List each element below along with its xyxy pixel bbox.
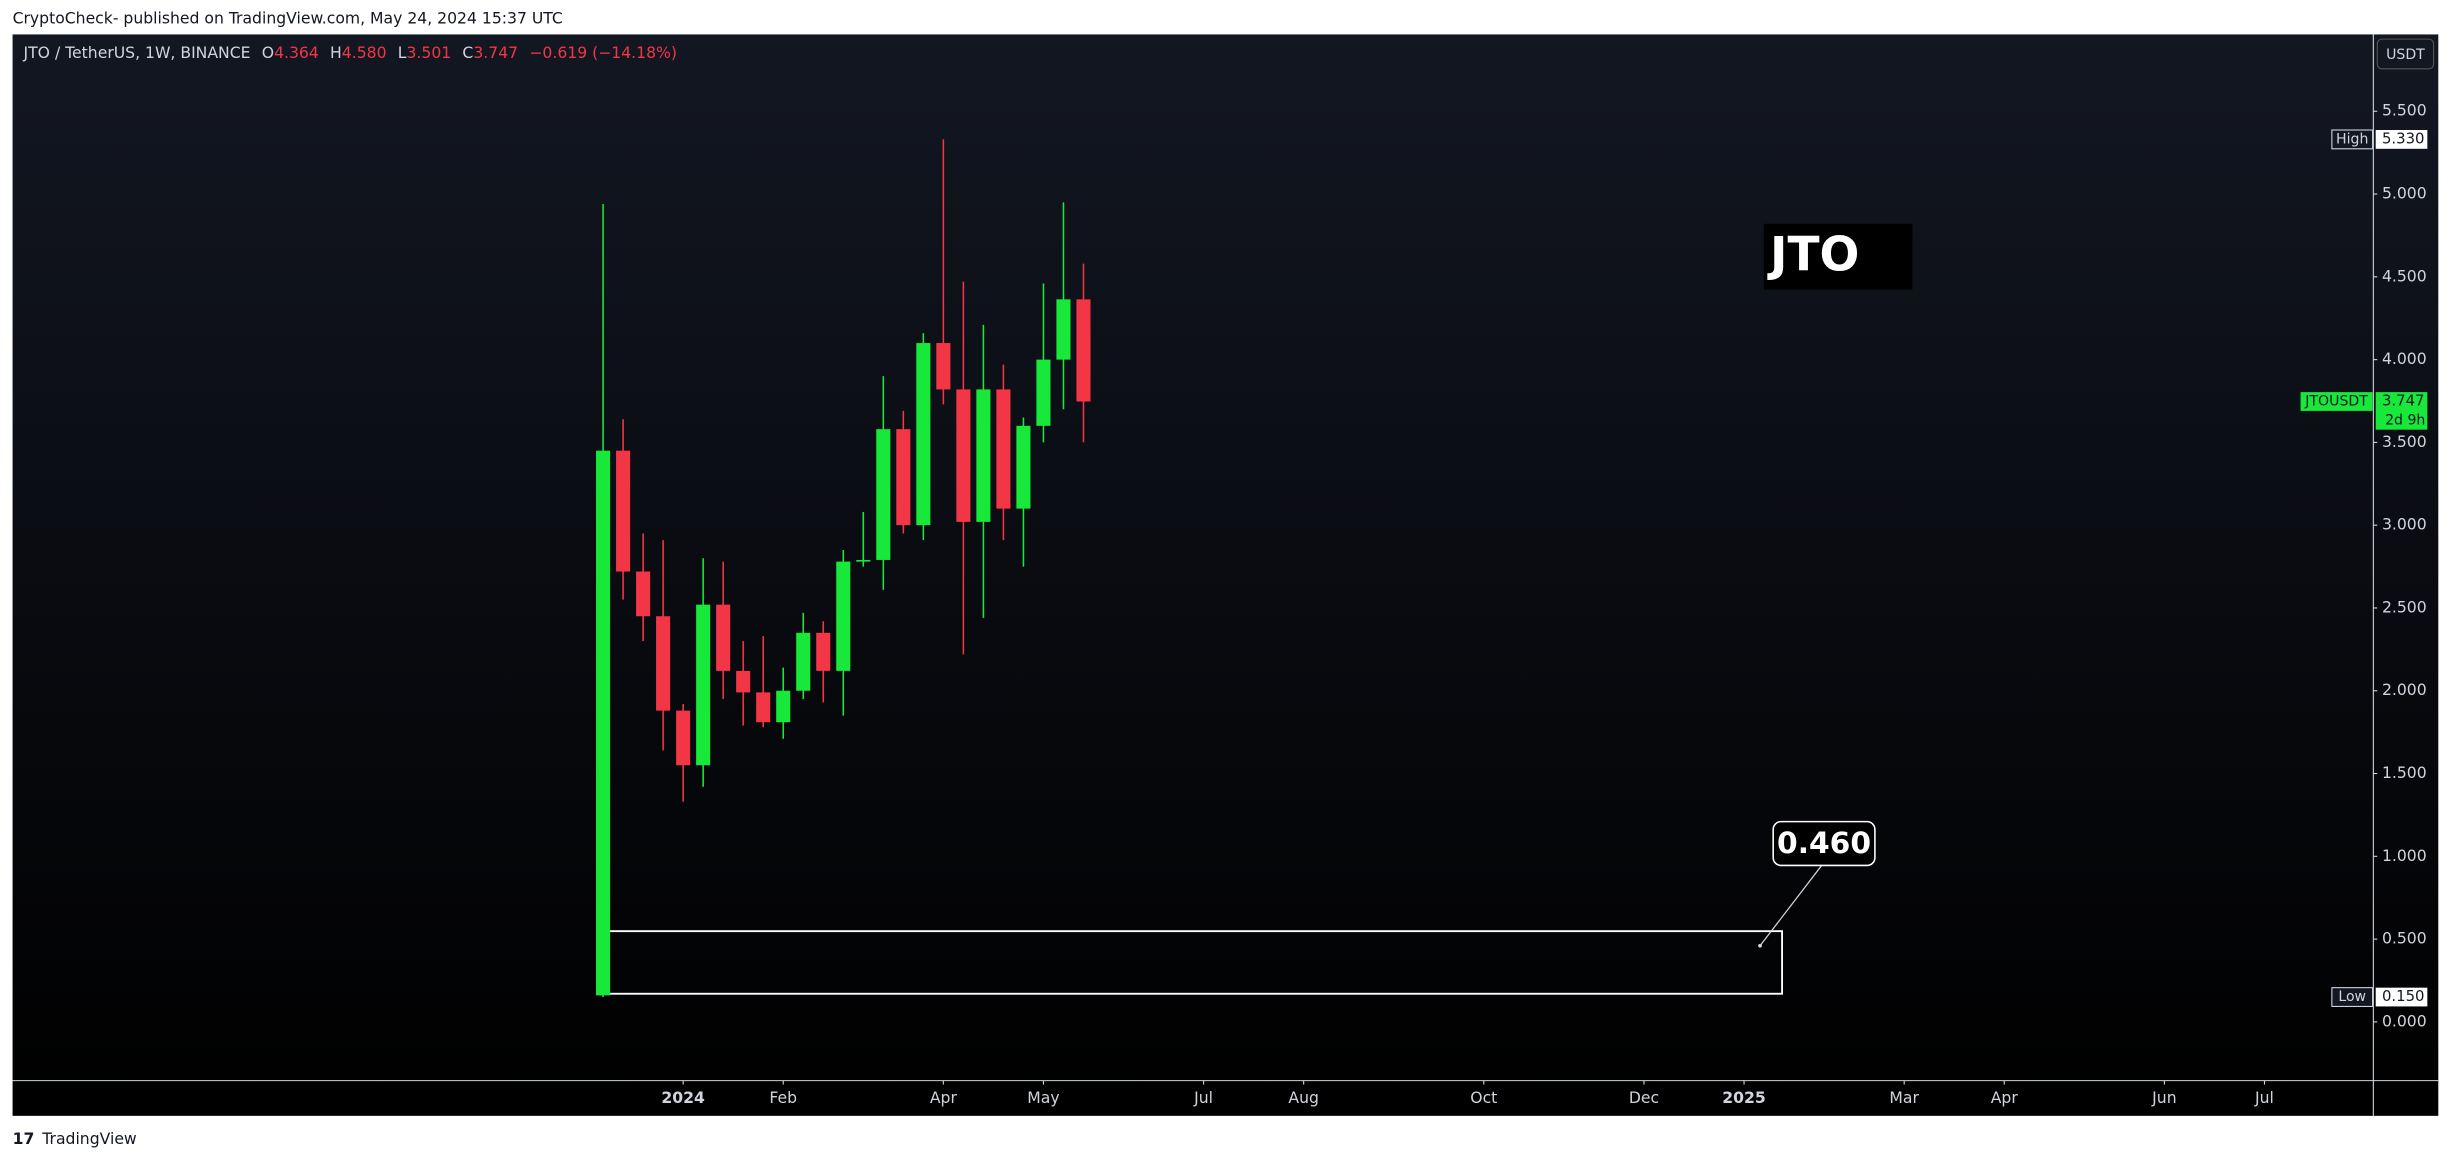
candle-body <box>856 559 871 562</box>
candle-body <box>636 571 651 617</box>
y-tick-label: 5.000 <box>2382 184 2427 203</box>
marker-value: 5.330 <box>2382 129 2425 147</box>
currency-button[interactable] <box>2376 38 2435 70</box>
candle-body <box>716 604 731 671</box>
legend-value: 4.580 <box>342 43 387 62</box>
marker-name-box <box>2331 987 2374 1007</box>
candle-body <box>1016 425 1031 509</box>
y-tick-label: 2.000 <box>2382 680 2427 699</box>
candle-body <box>1056 299 1071 360</box>
candle-body <box>1036 359 1051 426</box>
currency: USDT <box>2386 47 2425 63</box>
footer: TradingView <box>41 1129 137 1148</box>
marker-value: 0.150 <box>2382 987 2425 1005</box>
candle-body <box>956 389 971 522</box>
candle-body <box>876 429 891 560</box>
y-tick-label: 3.000 <box>2382 515 2427 534</box>
candle-body <box>676 710 691 766</box>
last-price-box <box>2375 392 2428 430</box>
callout-point <box>1758 943 1762 948</box>
candle-body <box>756 692 771 723</box>
callout-line <box>1759 865 1823 947</box>
marker-name: Low <box>2338 989 2366 1005</box>
last-price-name-box <box>2300 392 2373 411</box>
x-tick-label: Apr <box>930 1088 958 1107</box>
footer-logo: 17 <box>13 1129 35 1148</box>
legend-key: O <box>262 43 274 62</box>
x-tick-label: Dec <box>1629 1088 1659 1107</box>
candle-body <box>736 670 751 693</box>
x-tick-label: Mar <box>1889 1088 1919 1107</box>
callout-text: 0.460 <box>1777 826 1871 861</box>
x-tick-label: Oct <box>1470 1088 1497 1107</box>
legend-key: H <box>330 43 342 62</box>
legend: JTO / TetherUS, 1W, BINANCE O4.364 H4.58… <box>23 43 677 62</box>
marker-value-box <box>2375 130 2428 149</box>
candle-body <box>916 343 931 526</box>
marker-name: High <box>2336 131 2368 147</box>
y-tick-label: 2.500 <box>2382 597 2427 616</box>
candle-body <box>996 389 1011 509</box>
x-tick-label: 2024 <box>661 1088 705 1107</box>
header: CryptoCheck- published on TradingView.co… <box>13 8 563 27</box>
x-tick-label: Jun <box>2151 1088 2176 1107</box>
note-text: JTO <box>1767 228 1859 283</box>
callout-box <box>1772 820 1876 867</box>
legend-change: −0.619 (−14.18%) <box>529 43 677 62</box>
candle-body <box>896 429 911 526</box>
y-tick-label: 0.000 <box>2382 1011 2427 1030</box>
chart-bg <box>12 34 2439 1116</box>
legend-key: L <box>398 43 407 62</box>
y-tick-label: 4.500 <box>2382 266 2427 285</box>
x-tick-label: Feb <box>769 1088 797 1107</box>
candle-body <box>656 616 671 711</box>
legend-value: 3.501 <box>406 43 451 62</box>
candle-body <box>836 561 851 671</box>
legend-value: 4.364 <box>274 43 319 62</box>
y-tick-label: 3.500 <box>2382 432 2427 451</box>
y-tick-label: 5.500 <box>2382 101 2427 120</box>
legend-value: 3.747 <box>473 43 518 62</box>
x-tick-label: May <box>1027 1088 1059 1107</box>
legend-key: C <box>462 43 473 62</box>
x-tick-label: Aug <box>1288 1088 1319 1107</box>
legend-symbol: JTO / TetherUS, 1W, BINANCE <box>23 43 251 62</box>
y-tick-label: 1.000 <box>2382 846 2427 865</box>
y-tick-label: 1.500 <box>2382 763 2427 782</box>
candle-body <box>616 450 631 572</box>
candle-body <box>1076 299 1091 402</box>
x-tick-label: 2025 <box>1722 1088 1766 1107</box>
candle-body <box>936 343 951 390</box>
x-tick-label: Jul <box>2254 1088 2274 1107</box>
candle-body <box>816 632 831 671</box>
candle-body <box>776 690 791 723</box>
y-tick-label: 0.500 <box>2382 929 2427 948</box>
candle-body <box>596 450 611 996</box>
last-price-value: 3.747 <box>2382 391 2425 409</box>
note-box <box>1763 223 1913 290</box>
last-price-name: JTOUSDT <box>2304 393 2368 409</box>
candle-body <box>796 632 811 691</box>
marker-value-box <box>2375 987 2428 1007</box>
candle-body <box>696 604 711 766</box>
last-price-countdown: 2d 9h <box>2385 412 2425 428</box>
x-tick-label: Jul <box>1193 1088 1213 1107</box>
x-tick-label: Apr <box>1991 1088 2019 1107</box>
marker-name-box <box>2331 129 2374 150</box>
y-tick-label: 4.000 <box>2382 349 2427 368</box>
candle-body <box>976 389 991 522</box>
